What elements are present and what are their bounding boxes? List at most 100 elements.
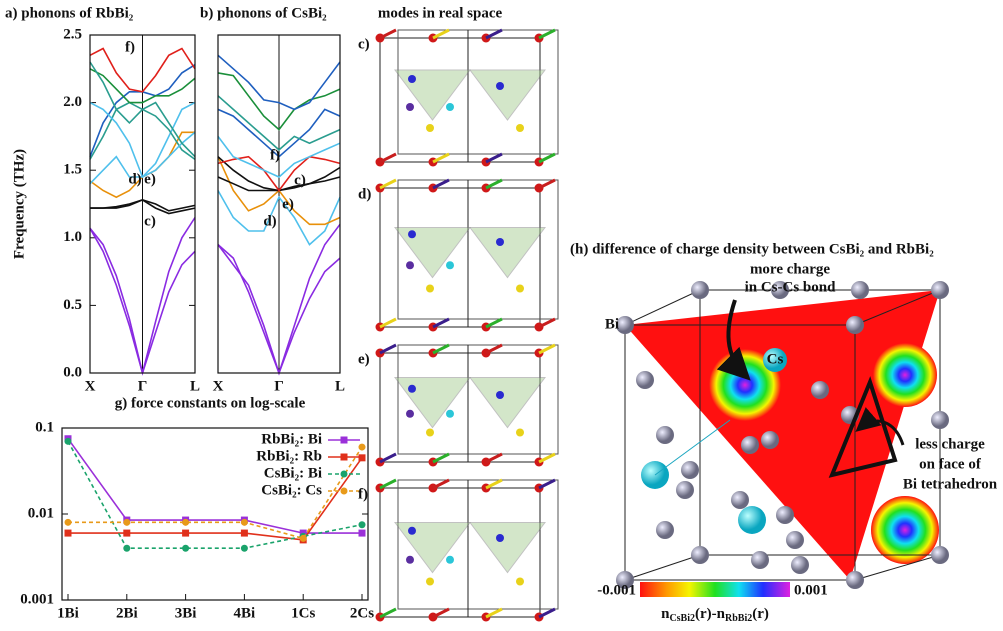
bi-atom	[851, 281, 869, 299]
x-tick-label: 1Cs	[291, 605, 315, 621]
displacement-arrow	[433, 480, 449, 488]
bi-atom	[741, 436, 759, 454]
charge-density-illustration	[616, 281, 949, 589]
displacement-arrow	[539, 345, 555, 353]
displacement-arrow	[486, 180, 502, 188]
atom	[446, 556, 454, 564]
atom	[408, 75, 416, 83]
annotation: c)	[294, 172, 306, 188]
tetrahedron	[395, 70, 470, 120]
displacement-arrow	[433, 345, 449, 353]
chart-title: b) phonons of CsBi₂	[200, 5, 327, 21]
legend-marker	[341, 488, 348, 495]
displacement-arrow	[539, 319, 555, 327]
atom	[426, 429, 434, 437]
displacement-arrow	[380, 609, 396, 617]
y-axis-label: Frequency (THz)	[11, 149, 27, 259]
point	[241, 519, 248, 526]
annotation: less charge	[915, 436, 985, 452]
point	[182, 545, 189, 552]
legend-label: RbBi₂: Bi	[261, 431, 322, 447]
cs-atom	[738, 506, 766, 534]
legend-marker	[341, 437, 348, 444]
bi-atom	[751, 551, 769, 569]
mode-label: c)	[358, 36, 370, 52]
panel-title: (h) difference of charge density between…	[570, 241, 934, 257]
atom	[426, 578, 434, 586]
annotation: e)	[282, 196, 294, 212]
displacement-arrow	[486, 480, 502, 488]
y-tick-label: 0.01	[28, 505, 54, 521]
displacement-arrow	[486, 609, 502, 617]
tetrahedron	[395, 523, 470, 573]
point	[182, 519, 189, 526]
displacement-arrow	[380, 345, 396, 353]
annotation: more charge	[750, 261, 830, 277]
atom	[496, 82, 504, 90]
bi-atom	[931, 281, 949, 299]
legend-label: CsBi₂: Bi	[264, 465, 322, 481]
displacement-arrow	[433, 454, 449, 462]
bi-atom	[931, 546, 949, 564]
colorbar-tick-label: -0.001	[597, 582, 636, 598]
bi-atom	[791, 556, 809, 574]
mode-label: e)	[358, 351, 370, 367]
density-blob	[873, 343, 937, 407]
point	[65, 530, 72, 537]
legend-marker	[341, 454, 348, 461]
displacement-arrow	[433, 180, 449, 188]
mode-illustration	[376, 345, 559, 467]
annotation: Bi tetrahedron	[903, 476, 998, 492]
colorbar	[640, 582, 790, 597]
panel-title: modes in real space	[378, 5, 503, 21]
atom	[516, 124, 524, 132]
displacement-arrow	[539, 180, 555, 188]
atom	[406, 103, 414, 111]
x-tick-label: 1Bi	[57, 605, 79, 621]
point	[359, 444, 366, 451]
cube-edge	[625, 555, 700, 580]
tetrahedron	[470, 70, 545, 120]
displacement-arrow	[486, 319, 502, 327]
bi-atom	[776, 506, 794, 524]
x-tick-label: Γ	[274, 378, 284, 394]
atom	[516, 578, 524, 586]
displacement-arrow	[486, 454, 502, 462]
atom	[446, 261, 454, 269]
x-tick-label: 3Bi	[175, 605, 197, 621]
point	[123, 530, 130, 537]
displacement-arrow	[380, 30, 396, 38]
atom	[408, 230, 416, 238]
bi-atom	[656, 426, 674, 444]
point	[241, 530, 248, 537]
y-tick-label: 0.001	[20, 591, 54, 607]
displacement-arrow	[380, 454, 396, 462]
y-tick-label: 2.0	[63, 94, 82, 110]
chart-title: a) phonons of RbBi₂	[5, 5, 134, 21]
point	[65, 519, 72, 526]
displacement-arrow	[539, 609, 555, 617]
bi-atom	[786, 531, 804, 549]
atom	[408, 385, 416, 393]
y-tick-label: 0.0	[63, 364, 82, 380]
x-tick-label: Γ	[138, 378, 148, 394]
bi-atom	[846, 316, 864, 334]
bi-atom	[691, 546, 709, 564]
atom	[516, 429, 524, 437]
bi-atom	[846, 571, 864, 589]
x-tick-label: 2Bi	[116, 605, 138, 621]
bi-atom	[931, 411, 949, 429]
point	[182, 530, 189, 537]
tetrahedron	[470, 523, 545, 573]
displacement-arrow	[539, 454, 555, 462]
atom	[496, 238, 504, 246]
point	[359, 521, 366, 528]
displacement-arrow	[539, 154, 555, 162]
point	[241, 545, 248, 552]
colorbar-label-part: (r)	[752, 606, 769, 622]
displacement-arrow	[433, 30, 449, 38]
annotation: d)	[263, 213, 276, 229]
displacement-arrow	[380, 480, 396, 488]
displacement-arrow	[380, 180, 396, 188]
displacement-arrow	[486, 154, 502, 162]
